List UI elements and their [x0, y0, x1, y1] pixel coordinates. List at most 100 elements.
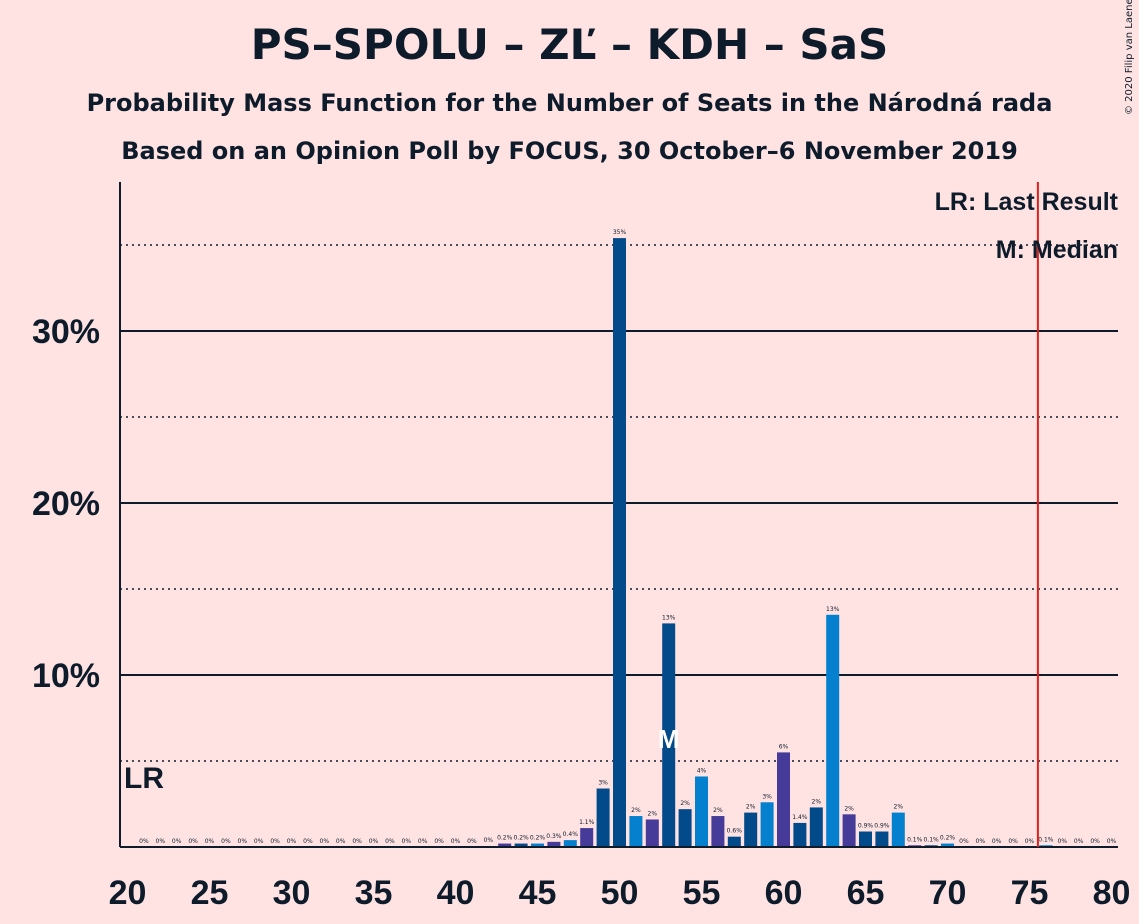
bar-value-label: 0%	[369, 838, 379, 845]
bar-value-label: 0.2%	[497, 835, 513, 842]
chart-title: PS–SPOLU – ZĽ – KDH – SaS	[250, 20, 889, 69]
bar-seat-63	[826, 614, 840, 847]
bar-value-label: 0.2%	[940, 835, 956, 842]
bar-value-label: 0.2%	[513, 835, 529, 842]
bar-value-label: 0%	[303, 838, 313, 845]
bar-value-label: 0%	[467, 838, 477, 845]
y-tick-label: 20%	[32, 485, 100, 523]
bar-seat-70	[941, 843, 954, 847]
x-tick-label: 65	[847, 874, 885, 912]
bar-value-label: 35%	[613, 229, 627, 236]
bar-seat-65	[859, 831, 872, 847]
bar-seat-52	[645, 819, 659, 847]
bar-value-label: 2%	[631, 807, 641, 814]
x-tick-label: 30	[273, 874, 311, 912]
y-tick-label: 30%	[32, 313, 100, 351]
legend-last-result: LR: Last Result	[935, 188, 1119, 216]
bar-value-label: 0.1%	[907, 836, 923, 843]
bar-value-label: 0%	[434, 838, 444, 845]
bar-value-label: 0%	[172, 838, 182, 845]
bar-value-label: 0.1%	[1038, 836, 1054, 843]
bar-value-label: 0%	[1074, 838, 1084, 845]
bar-value-label: 0%	[1090, 838, 1100, 845]
bar-seat-60	[777, 752, 790, 847]
bar-value-label: 0.1%	[923, 836, 939, 843]
bar-value-label: 2%	[894, 804, 904, 811]
bar-value-label: 0%	[205, 838, 215, 845]
bar-seat-55	[695, 776, 708, 847]
bar-value-label: 0%	[320, 838, 330, 845]
bar-seat-45	[531, 843, 544, 847]
x-tick-label: 20	[109, 874, 147, 912]
x-tick-label: 25	[191, 874, 229, 912]
bar-value-label: 0%	[270, 838, 280, 845]
bar-value-label: 0%	[385, 838, 395, 845]
bar-value-label: 13%	[662, 614, 676, 621]
bar-value-label: 0.3%	[546, 833, 562, 840]
bar-value-label: 0.6%	[727, 828, 743, 835]
bars	[481, 238, 1053, 847]
bar-value-label: 0%	[959, 838, 969, 845]
bar-seat-47	[563, 840, 577, 847]
bar-value-label: 0%	[1025, 838, 1035, 845]
bar-value-label: 0%	[352, 838, 362, 845]
axes: 10% 20% 30% 20 25 30 35 40 45 50 55 60 65 70 75 80	[32, 182, 1130, 912]
bar-value-label: 2%	[844, 805, 854, 812]
x-tick-label: 60	[765, 874, 803, 912]
bar-value-label: 0%	[992, 838, 1002, 845]
bar-value-label: 0%	[287, 838, 297, 845]
y-tick-label: 10%	[32, 657, 100, 695]
bar-value-label: 2%	[680, 800, 690, 807]
bar-value-label: 0%	[188, 838, 198, 845]
bar-value-label: 3%	[762, 793, 772, 800]
x-tick-label: 45	[519, 874, 557, 912]
x-tick-label: 80	[1093, 874, 1131, 912]
bar-value-label: 2%	[812, 798, 822, 805]
bar-seat-67	[891, 812, 905, 847]
bar-value-label: 0%	[418, 838, 428, 845]
bar-value-label: 0.2%	[530, 835, 546, 842]
bar-value-label: 2%	[713, 807, 723, 814]
bar-value-label: 4%	[697, 767, 707, 774]
bar-value-label: 3%	[598, 780, 608, 787]
bar-value-label: 0.4%	[563, 831, 579, 838]
x-tick-label: 55	[683, 874, 721, 912]
bar-seat-66	[875, 831, 889, 847]
bar-seat-50	[613, 238, 626, 847]
bar-seat-56	[711, 816, 725, 847]
bar-seat-57	[727, 836, 741, 847]
legend-median: M: Median	[996, 236, 1118, 264]
bar-value-label: 0%	[1008, 838, 1018, 845]
bar-value-label: 0%	[451, 838, 461, 845]
x-tick-label: 70	[929, 874, 967, 912]
bar-seat-43	[498, 843, 512, 847]
bar-value-label: 0.9%	[858, 823, 874, 830]
bar-value-label: 0.9%	[874, 823, 890, 830]
bar-seat-53	[662, 623, 676, 847]
bar-value-label: 0%	[221, 838, 231, 845]
bar-value-label: 6%	[779, 743, 789, 750]
bar-seat-59	[760, 802, 774, 847]
bar-value-label: 1.1%	[579, 819, 595, 826]
bar-value-label: 0%	[1107, 838, 1117, 845]
bar-value-label: 0%	[402, 838, 412, 845]
bar-seat-61	[793, 822, 807, 847]
bar-seat-58	[744, 812, 758, 847]
median-marker: M	[658, 724, 680, 754]
bar-value-label: 2%	[648, 810, 658, 817]
bar-seat-44	[514, 843, 528, 847]
x-tick-label: 50	[601, 874, 639, 912]
x-tick-label: 40	[437, 874, 475, 912]
bar-value-label: 1.4%	[792, 814, 808, 821]
bar-value-labels: 0% 0% 0% 0% 0% 0% 0% 0% 0% 0% 0% 0% 0% 0% 0% 0% 0% 0% 0% 0%…	[139, 229, 1116, 845]
bar-value-label: 0%	[238, 838, 248, 845]
bar-value-label: 0%	[139, 838, 149, 845]
bar-seat-62	[809, 807, 823, 847]
bar-seat-46	[547, 841, 561, 847]
bar-value-label: 0%	[484, 837, 494, 844]
chart-source-line: Based on an Opinion Poll by FOCUS, 30 Oc…	[121, 137, 1018, 165]
x-tick-label: 35	[355, 874, 393, 912]
bar-value-label: 0%	[156, 838, 166, 845]
bar-value-label: 0%	[976, 838, 986, 845]
